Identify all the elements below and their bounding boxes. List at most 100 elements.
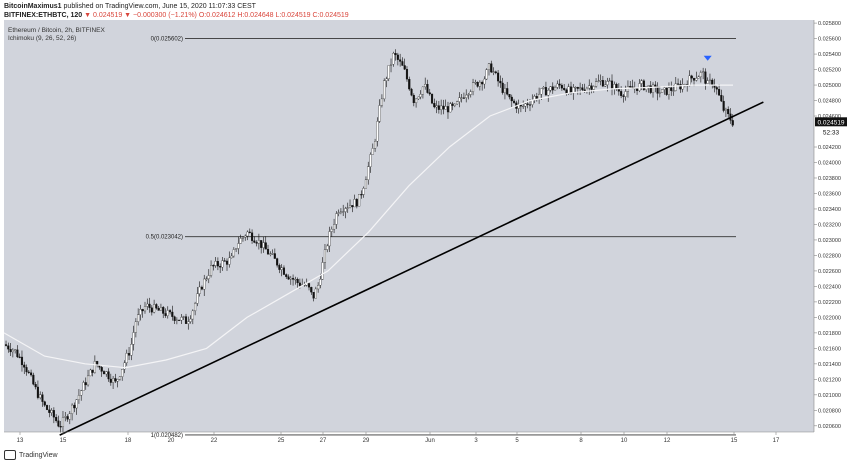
candle-body — [501, 82, 504, 93]
candle-body — [260, 240, 263, 248]
candle-body — [528, 104, 532, 106]
candle-body — [323, 249, 327, 263]
candle-body — [399, 59, 402, 62]
candle-body — [526, 103, 529, 105]
candle-body — [604, 84, 607, 87]
candle-body — [699, 72, 702, 78]
candle-body — [335, 213, 338, 225]
candle-body — [560, 84, 563, 89]
candle-body — [383, 80, 386, 100]
candle-body — [59, 426, 62, 428]
candle-body — [246, 231, 249, 237]
trendline[interactable] — [59, 101, 764, 436]
candle-body — [273, 253, 276, 259]
candle-body — [649, 85, 652, 93]
candle-body — [351, 205, 354, 208]
x-tick-label: 3 — [474, 438, 478, 444]
candle-body — [319, 279, 322, 286]
candle-body — [588, 85, 591, 89]
candle-body — [27, 371, 30, 373]
candle-body — [82, 382, 85, 391]
candle-body — [385, 78, 388, 81]
candle-body — [328, 231, 331, 247]
candle-body — [720, 95, 723, 102]
candle-body — [57, 420, 60, 427]
candle-body — [471, 82, 475, 92]
candle-body — [474, 82, 477, 84]
x-tick-label: 25 — [278, 438, 285, 444]
candle-body — [20, 356, 24, 366]
published-text: published on TradingView.com, June 15, 2… — [63, 3, 256, 10]
candle-body — [540, 88, 543, 95]
candle-body — [180, 317, 183, 321]
candle-body — [162, 307, 165, 314]
candle-body — [704, 71, 707, 84]
y-tick-label: 0.023400 — [818, 207, 841, 213]
candle-body — [262, 242, 265, 248]
publisher-name: BitcoinMaximus1 — [4, 3, 62, 10]
candle-body — [394, 53, 397, 56]
y-tick-label: 0.025000 — [818, 83, 841, 89]
y-tick-label: 0.023200 — [818, 222, 841, 228]
countdown-label: 52:33 — [823, 129, 840, 136]
candle-body — [68, 413, 71, 420]
candle-body — [52, 410, 55, 418]
candle-body — [547, 90, 550, 96]
candle-body — [18, 356, 21, 358]
footer-brand: TradingView — [19, 451, 58, 459]
footer: TradingView — [4, 450, 58, 460]
tradingview-logo-icon — [4, 450, 16, 460]
candle-body — [608, 80, 611, 82]
candle-body — [437, 105, 440, 110]
candle-body — [333, 224, 336, 230]
candle-body — [651, 84, 655, 93]
candle-body — [4, 344, 8, 346]
candle-body — [508, 94, 511, 98]
candle-body — [656, 86, 659, 94]
candle-body — [401, 61, 404, 66]
candle-body — [692, 78, 696, 81]
candle-body — [599, 80, 602, 82]
candle-body — [506, 88, 509, 95]
candle-body — [214, 261, 217, 266]
candle-body — [130, 344, 133, 356]
candle-body — [449, 103, 452, 113]
candle-body — [64, 416, 67, 418]
price-axis[interactable]: 0.025800 0.025600 0.025400 0.025200 0.025000… — [813, 20, 841, 432]
x-tick-label: 8 — [579, 438, 583, 444]
y-tick-label: 0.022800 — [818, 253, 841, 259]
candle-body — [574, 87, 577, 89]
candle-body — [34, 384, 37, 388]
candle-body — [638, 83, 641, 91]
candle-body — [178, 319, 181, 321]
y-tick-label: 0.023800 — [818, 176, 841, 182]
candle-body — [278, 265, 281, 270]
candle-body — [25, 367, 28, 373]
candle-body — [551, 86, 554, 91]
time-axis[interactable]: 13 15 18 20 22 25 27 29 Jun 3 5 8 10 12 15 17 — [4, 431, 814, 444]
candle-body — [522, 105, 525, 108]
y-tick-label: 0.023600 — [818, 191, 841, 197]
candle-body — [61, 417, 65, 427]
candle-body — [182, 316, 185, 318]
candle-body — [66, 416, 69, 420]
candle-body — [50, 410, 53, 413]
candle-body — [84, 382, 87, 386]
x-tick-label: 13 — [17, 438, 24, 444]
candle-body — [697, 76, 700, 79]
candle-body — [251, 232, 254, 241]
candle-body — [285, 274, 288, 277]
candle-body — [232, 249, 235, 257]
candle-body — [654, 84, 657, 87]
candle-body — [348, 205, 352, 208]
candle-body — [310, 287, 313, 293]
candle-body — [549, 86, 552, 91]
candle-body — [189, 318, 192, 322]
candle-body — [410, 88, 413, 96]
candle-body — [207, 275, 210, 279]
candle-body — [378, 105, 381, 122]
candle-body — [9, 349, 12, 353]
y-tick-label: 0.025800 — [818, 21, 841, 27]
candle-body — [494, 71, 497, 74]
